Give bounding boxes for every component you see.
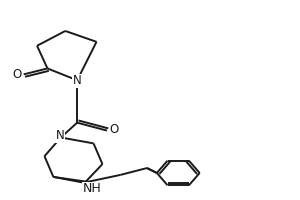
Text: N: N	[56, 129, 64, 142]
Text: N: N	[73, 74, 82, 87]
Text: NH: NH	[83, 182, 101, 195]
Text: O: O	[110, 123, 119, 136]
Text: O: O	[13, 68, 22, 81]
